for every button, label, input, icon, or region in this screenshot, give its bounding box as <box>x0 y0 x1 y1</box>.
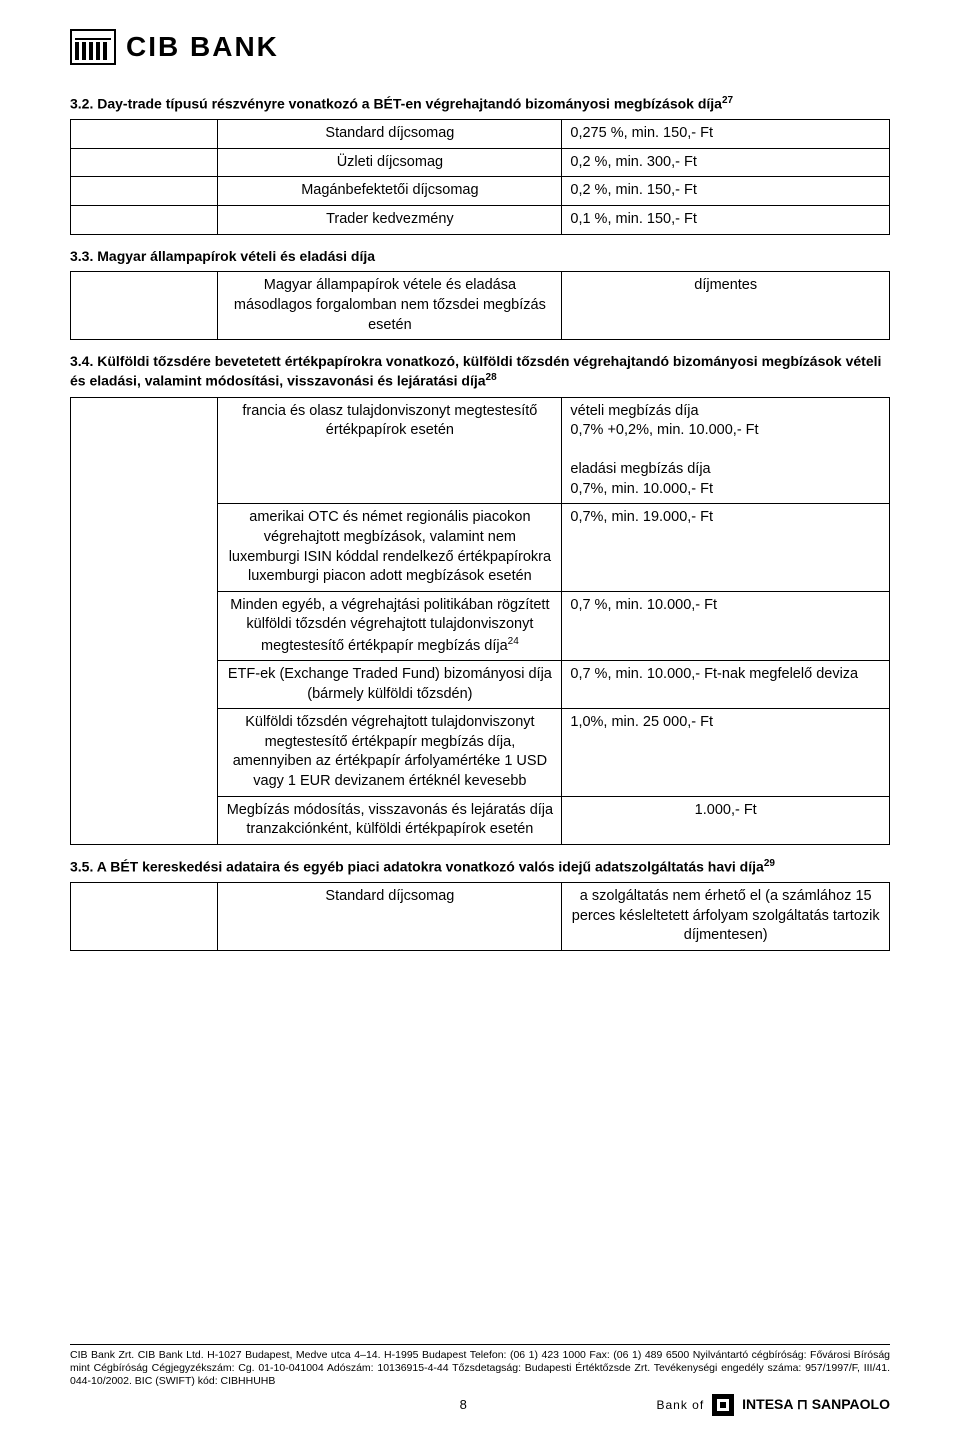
table-row: francia és olasz tulajdonviszonyt megtes… <box>71 397 890 504</box>
row-label: Standard díjcsomag <box>218 120 562 149</box>
section-title-3-5: 3.5. A BÉT kereskedési adataira és egyéb… <box>70 857 890 877</box>
section-title-3-3: 3.3. Magyar állampapírok vételi és eladá… <box>70 247 890 266</box>
row-value: 1.000,- Ft <box>562 796 890 844</box>
footnote-ref: 28 <box>486 372 497 383</box>
row-value: 0,2 %, min. 150,- Ft <box>562 177 890 206</box>
row-value: 0,7%, min. 19.000,- Ft <box>562 504 890 591</box>
row-label: ETF-ek (Exchange Traded Fund) bizományos… <box>218 661 562 709</box>
section-title-3-2: 3.2. Day-trade típusú részvényre vonatko… <box>70 94 890 114</box>
parent-bank-logo: Bank of INTESA ⊓ SANPAOLO <box>656 1394 890 1416</box>
section-title-3-2-text: 3.2. Day-trade típusú részvényre vonatko… <box>70 95 722 111</box>
row-label: Minden egyéb, a végrehajtási politikában… <box>218 591 562 661</box>
page-footer: CIB Bank Zrt. CIB Bank Ltd. H-1027 Budap… <box>70 1344 890 1416</box>
value-line: vételi megbízás díja <box>570 403 698 419</box>
brand-logo-mark <box>70 29 116 65</box>
footnote-ref: 24 <box>508 636 519 647</box>
brand-logo-text: CIB BANK <box>126 28 279 66</box>
fee-table-3-4: francia és olasz tulajdonviszonyt megtes… <box>70 397 890 845</box>
row-label: Megbízás módosítás, visszavonás és lejár… <box>218 796 562 844</box>
section-title-3-4-text: 3.4. Külföldi tőzsdére bevetetett értékp… <box>70 353 881 389</box>
row-label: Magánbefektetői díjcsomag <box>218 177 562 206</box>
table-row: Üzleti díjcsomag 0,2 %, min. 300,- Ft <box>71 148 890 177</box>
row-label: Trader kedvezmény <box>218 206 562 235</box>
row-label: Magyar állampapírok vétele és eladása má… <box>218 272 562 340</box>
section-title-3-5-text: 3.5. A BÉT kereskedési adataira és egyéb… <box>70 858 764 874</box>
intesa-icon <box>712 1394 734 1416</box>
row-value: 0,2 %, min. 300,- Ft <box>562 148 890 177</box>
row-value: vételi megbízás díja 0,7% +0,2%, min. 10… <box>562 397 890 504</box>
row-value: 0,7 %, min. 10.000,- Ft-nak megfelelő de… <box>562 661 890 709</box>
row-value: díjmentes <box>562 272 890 340</box>
value-line: 0,7% +0,2%, min. 10.000,- Ft <box>570 422 758 438</box>
row-label: Üzleti díjcsomag <box>218 148 562 177</box>
section-title-3-4: 3.4. Külföldi tőzsdére bevetetett értékp… <box>70 352 890 390</box>
footnote-ref: 27 <box>722 95 733 106</box>
row-label: francia és olasz tulajdonviszonyt megtes… <box>218 397 562 504</box>
page-number: 8 <box>270 1397 656 1413</box>
table-row: Standard díjcsomag a szolgáltatás nem ér… <box>71 883 890 951</box>
row-label: Standard díjcsomag <box>218 883 562 951</box>
row-value: 0,1 %, min. 150,- Ft <box>562 206 890 235</box>
value-line: eladási megbízás díja <box>570 461 710 477</box>
footer-legal-text: CIB Bank Zrt. CIB Bank Ltd. H-1027 Budap… <box>70 1344 890 1388</box>
value-line: 0,7%, min. 10.000,- Ft <box>570 481 713 497</box>
parent-bank-prefix: Bank of <box>656 1398 704 1413</box>
footer-bottom-row: 8 Bank of INTESA ⊓ SANPAOLO <box>70 1394 890 1416</box>
row-label: Külföldi tőzsdén végrehajtott tulajdonvi… <box>218 709 562 796</box>
row-value: 0,7 %, min. 10.000,- Ft <box>562 591 890 661</box>
parent-bank-name: INTESA ⊓ SANPAOLO <box>742 1396 890 1414</box>
row-label: amerikai OTC és német regionális piacoko… <box>218 504 562 591</box>
table-row: Trader kedvezmény 0,1 %, min. 150,- Ft <box>71 206 890 235</box>
fee-table-3-5: Standard díjcsomag a szolgáltatás nem ér… <box>70 882 890 951</box>
footnote-ref: 29 <box>764 858 775 869</box>
row-value: 1,0%, min. 25 000,- Ft <box>562 709 890 796</box>
brand-logo: CIB BANK <box>70 28 890 66</box>
document-page: CIB BANK 3.2. Day-trade típusú részvényr… <box>0 0 960 1430</box>
table-row: Magánbefektetői díjcsomag 0,2 %, min. 15… <box>71 177 890 206</box>
fee-table-3-3: Magyar állampapírok vétele és eladása má… <box>70 271 890 340</box>
row-value: 0,275 %, min. 150,- Ft <box>562 120 890 149</box>
table-row: Standard díjcsomag 0,275 %, min. 150,- F… <box>71 120 890 149</box>
fee-table-3-2: Standard díjcsomag 0,275 %, min. 150,- F… <box>70 119 890 234</box>
row-value: a szolgáltatás nem érhető el (a számláho… <box>562 883 890 951</box>
table-row: Magyar állampapírok vétele és eladása má… <box>71 272 890 340</box>
